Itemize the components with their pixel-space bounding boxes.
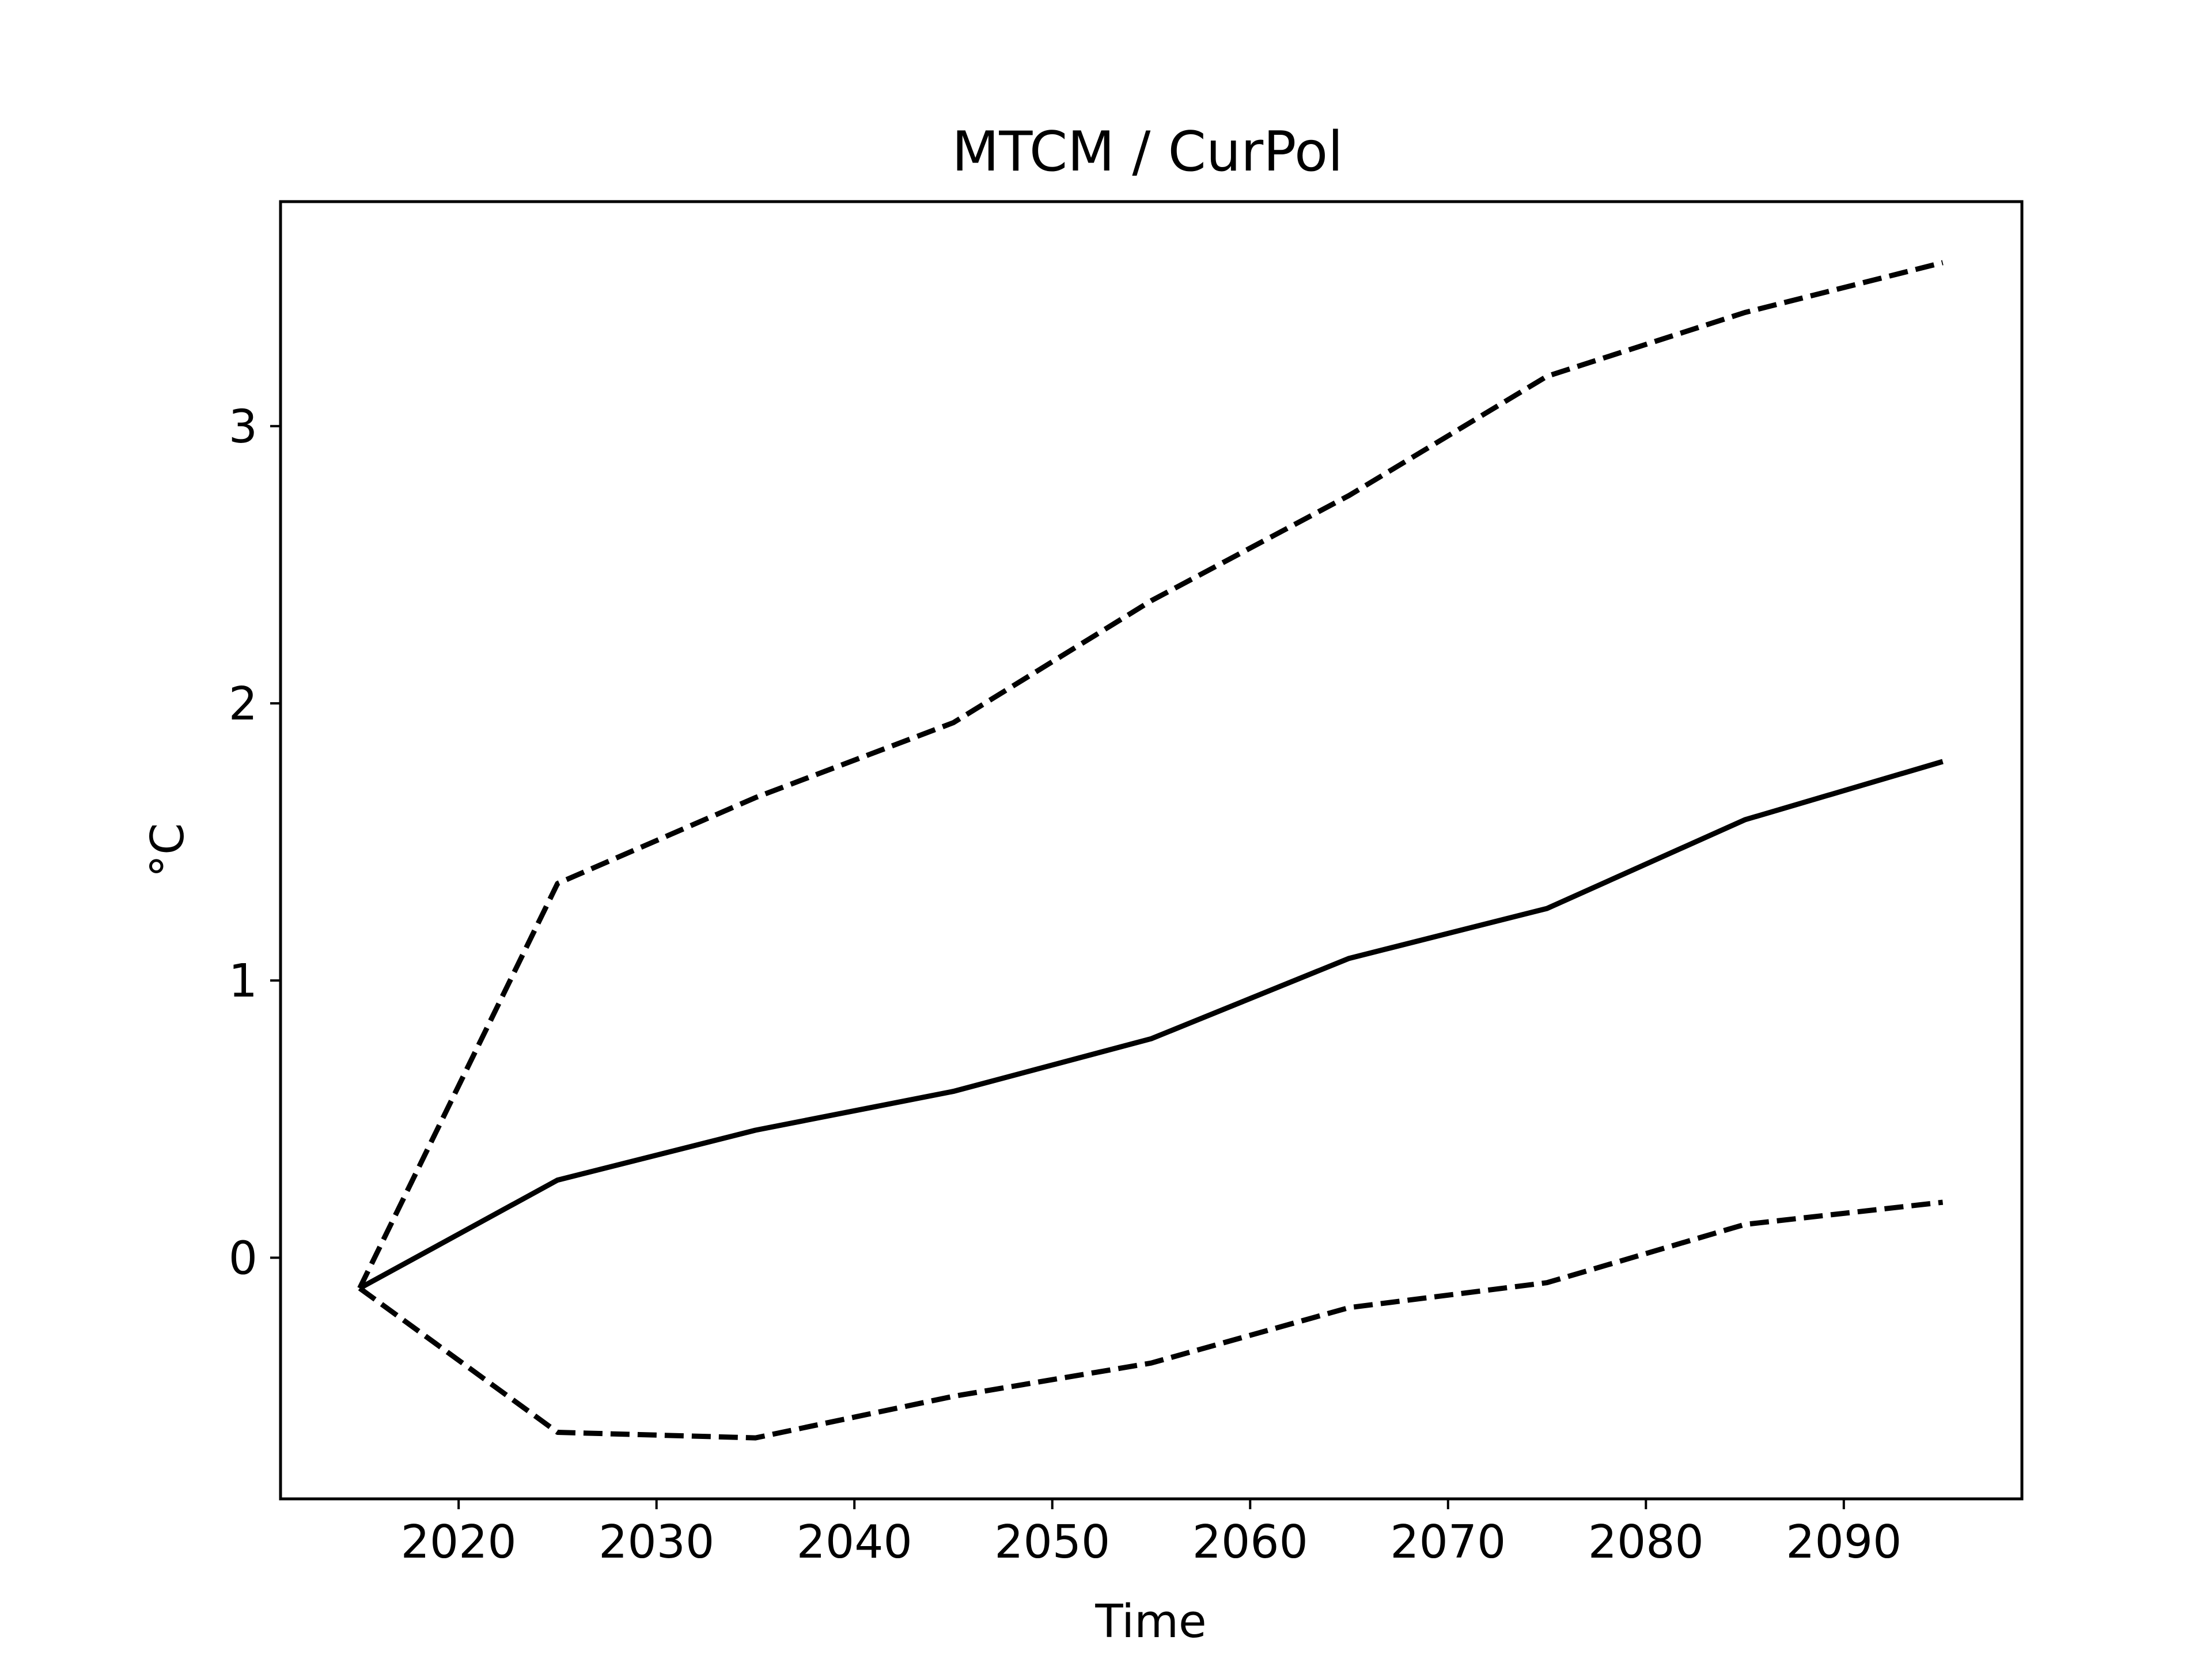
y-tick-label: 2 <box>229 677 257 730</box>
x-tick-label: 2020 <box>401 1516 517 1569</box>
y-axis: 0 1 2 3 <box>229 400 281 1285</box>
x-axis-label: Time <box>1094 1595 1206 1648</box>
y-tick-label: 0 <box>229 1232 257 1285</box>
x-tick-label: 2070 <box>1390 1516 1506 1569</box>
series-line-1 <box>358 759 1944 1291</box>
x-tick-label: 2030 <box>599 1516 714 1569</box>
x-axis: 2020 2030 2040 2050 2060 2070 2080 2090 <box>401 1499 1902 1569</box>
chart-title: MTCM / CurPol <box>952 120 1343 184</box>
x-tick-label: 2050 <box>994 1516 1110 1569</box>
plot-area <box>357 260 1944 1441</box>
axes-frame <box>279 200 2024 1501</box>
y-tick-label: 3 <box>229 400 257 453</box>
series-line-2 <box>357 260 1944 1290</box>
x-tick-label: 2060 <box>1192 1516 1308 1569</box>
x-tick-label: 2040 <box>797 1516 912 1569</box>
series-line-3 <box>358 1199 1944 1441</box>
x-tick-label: 2080 <box>1588 1516 1704 1569</box>
y-tick-label: 1 <box>229 955 257 1007</box>
x-tick-label: 2090 <box>1786 1516 1902 1569</box>
y-axis-label: °C <box>141 823 194 878</box>
